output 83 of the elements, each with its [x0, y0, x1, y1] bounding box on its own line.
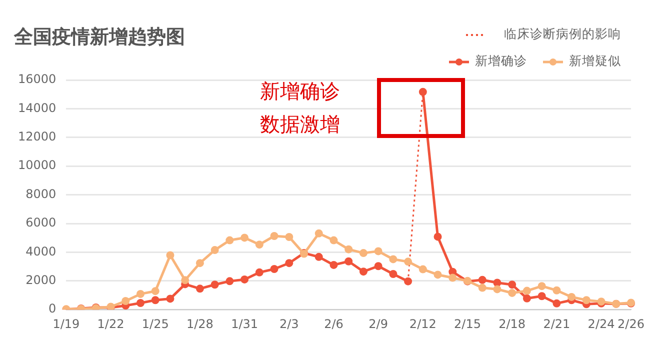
point — [151, 296, 160, 304]
point — [196, 259, 204, 268]
point — [344, 245, 353, 254]
point — [166, 294, 174, 303]
point — [389, 270, 398, 278]
point — [359, 249, 368, 258]
point — [448, 274, 457, 282]
point — [122, 296, 130, 305]
point — [522, 286, 531, 295]
point — [538, 282, 546, 290]
point — [374, 262, 382, 270]
point — [226, 236, 234, 244]
y-tick-label: 4000 — [26, 244, 56, 258]
point — [314, 252, 323, 261]
x-tick-label: 2/24 — [588, 316, 615, 331]
point — [330, 236, 338, 244]
point — [418, 265, 427, 274]
x-tick-label: 2/3 — [279, 316, 299, 331]
point — [478, 284, 486, 292]
point — [374, 247, 382, 256]
point — [522, 294, 531, 302]
x-tick-label: 1/22 — [97, 316, 124, 331]
y-tick-label: 8000 — [26, 186, 56, 201]
point — [226, 277, 234, 286]
point — [330, 260, 338, 269]
point — [255, 240, 264, 249]
point — [434, 270, 442, 279]
point — [196, 284, 204, 293]
point — [240, 234, 249, 242]
point — [552, 286, 561, 294]
point — [255, 268, 264, 276]
chart-title: 全国疫情新增趋势图 — [14, 25, 185, 50]
point — [285, 259, 294, 268]
point — [151, 287, 160, 296]
x-tick-label: 1/28 — [186, 316, 214, 331]
point — [136, 299, 144, 307]
point — [493, 285, 502, 294]
y-tick-label: 12000 — [18, 130, 56, 144]
x-tick-label: 2/21 — [543, 316, 570, 331]
legend-label: 临床诊断病例的影响 — [504, 26, 621, 43]
point — [418, 88, 427, 96]
point — [181, 276, 190, 284]
point — [434, 232, 442, 241]
point — [136, 290, 144, 298]
y-tick-label: 14000 — [18, 100, 56, 115]
x-tick-label: 2/15 — [454, 316, 481, 331]
point — [404, 277, 412, 286]
x-tick-label: 2/18 — [498, 316, 526, 331]
y-tick-label: 16000 — [18, 72, 56, 86]
x-tick-label: 2/26 — [618, 316, 644, 331]
annotation: 数据激增 — [260, 111, 340, 138]
point — [508, 280, 516, 289]
point — [240, 275, 249, 284]
point — [344, 257, 353, 266]
x-tick-label: 2/6 — [324, 316, 344, 331]
point — [389, 255, 398, 264]
point — [270, 232, 278, 240]
x-tick-label: 2/9 — [368, 316, 388, 331]
point — [404, 258, 412, 266]
point — [314, 229, 323, 238]
x-tick-label: 1/19 — [52, 316, 80, 331]
x-tick-label: 1/25 — [142, 316, 169, 331]
y-tick-label: 2000 — [26, 273, 56, 288]
point — [508, 288, 516, 297]
legend-label: 新增疑似 — [569, 53, 621, 70]
point — [270, 264, 278, 273]
point — [359, 268, 368, 276]
x-tick-label: 2/12 — [409, 316, 436, 331]
legend-label: 新增确诊 — [475, 53, 527, 70]
point — [478, 276, 486, 284]
x-tick-label: 1/31 — [231, 316, 258, 331]
point — [210, 246, 219, 254]
y-tick-label: 6000 — [26, 216, 56, 230]
point — [582, 296, 590, 304]
y-tick-label: 10000 — [18, 158, 56, 172]
point — [166, 251, 174, 260]
point — [285, 232, 294, 241]
y-tick-label: 0 — [48, 302, 56, 316]
point — [210, 280, 219, 289]
point — [568, 292, 576, 301]
point — [552, 299, 561, 308]
point — [538, 292, 546, 300]
annotation: 新增确诊 — [260, 78, 340, 105]
